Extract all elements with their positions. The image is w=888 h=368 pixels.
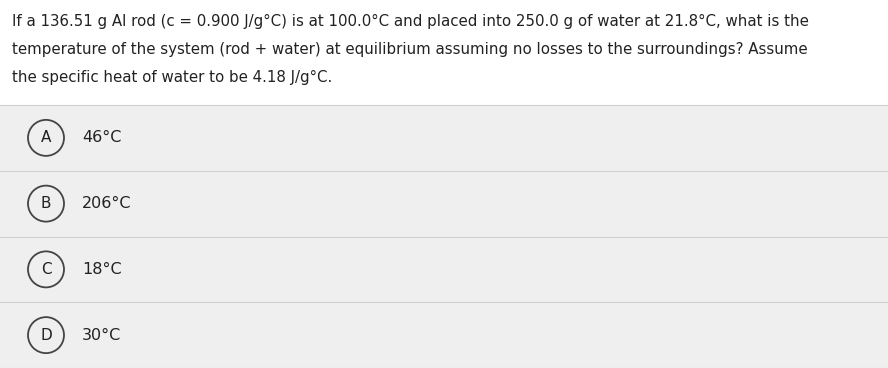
FancyBboxPatch shape — [0, 0, 888, 105]
Text: D: D — [40, 328, 52, 343]
Ellipse shape — [28, 185, 64, 222]
Text: B: B — [41, 196, 52, 211]
Text: If a 136.51 g Al rod (c = 0.900 J/g°C) is at 100.0°C and placed into 250.0 g of : If a 136.51 g Al rod (c = 0.900 J/g°C) i… — [12, 14, 809, 29]
Text: temperature of the system (rod + water) at equilibrium assuming no losses to the: temperature of the system (rod + water) … — [12, 42, 807, 57]
FancyBboxPatch shape — [0, 237, 888, 302]
Text: 18°C: 18°C — [82, 262, 122, 277]
FancyBboxPatch shape — [0, 302, 888, 368]
Text: 46°C: 46°C — [82, 130, 122, 145]
Ellipse shape — [28, 120, 64, 156]
Text: the specific heat of water to be 4.18 J/g°C.: the specific heat of water to be 4.18 J/… — [12, 70, 332, 85]
FancyBboxPatch shape — [0, 105, 888, 171]
Text: 30°C: 30°C — [82, 328, 122, 343]
Text: C: C — [41, 262, 52, 277]
Text: 206°C: 206°C — [82, 196, 131, 211]
FancyBboxPatch shape — [0, 171, 888, 237]
Ellipse shape — [28, 251, 64, 287]
Ellipse shape — [28, 317, 64, 353]
Text: A: A — [41, 130, 52, 145]
